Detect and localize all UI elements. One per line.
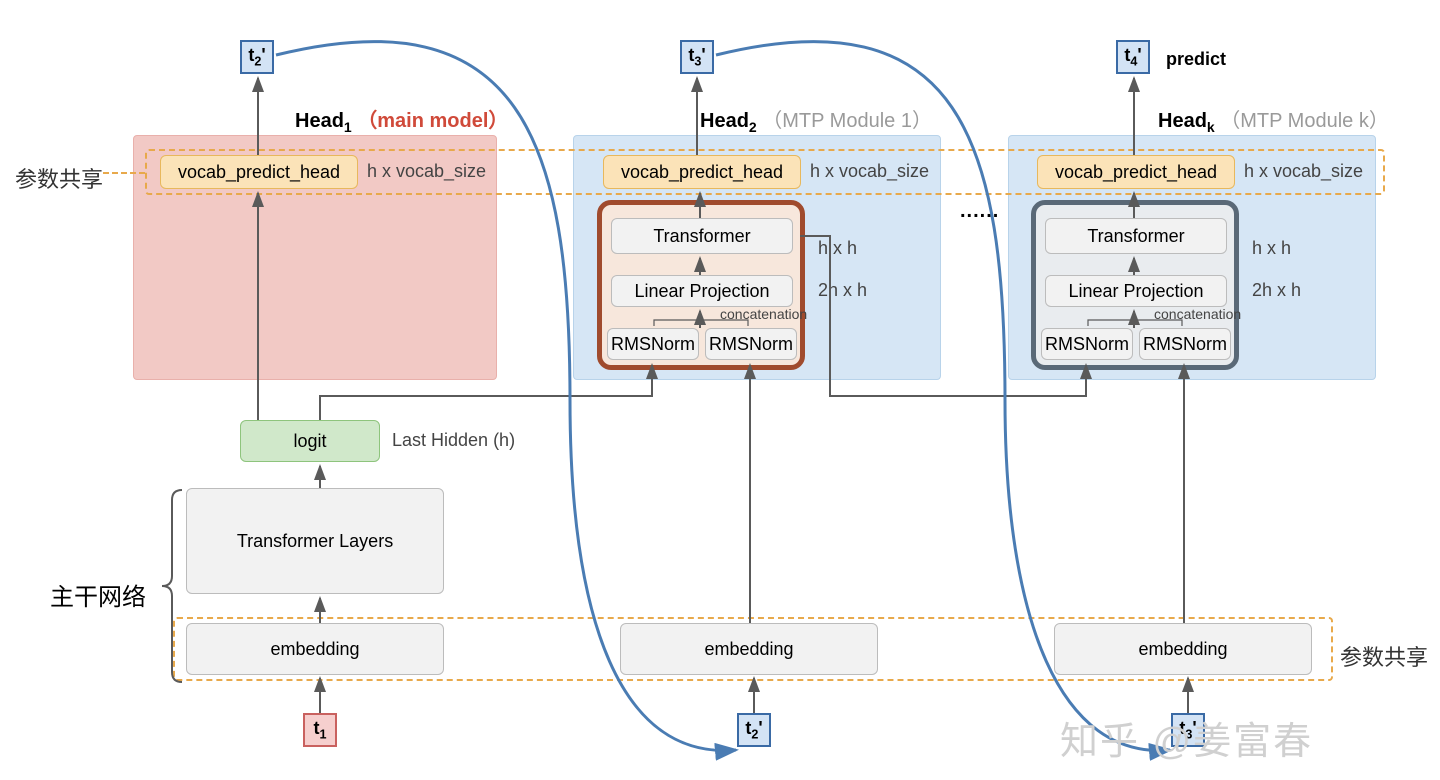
embedding-1: embedding	[186, 623, 444, 675]
token-t2p-bot: t2'	[737, 713, 771, 747]
transformer-2-dim: h x h	[818, 238, 857, 259]
token-t2p-top: t2'	[240, 40, 274, 74]
vph-2-dim: h x vocab_size	[810, 161, 929, 182]
predict-label: predict	[1166, 49, 1226, 70]
transformer-3-dim: h x h	[1252, 238, 1291, 259]
token-t4p-top: t4'	[1116, 40, 1150, 74]
param-share-top: 参数共享	[15, 162, 103, 194]
transformer-3: Transformer	[1045, 218, 1227, 254]
token-t3p-top: t3'	[680, 40, 714, 74]
logit-box: logit	[240, 420, 380, 462]
vph-3-dim: h x vocab_size	[1244, 161, 1363, 182]
transformer-2: Transformer	[611, 218, 793, 254]
param-share-bot: 参数共享	[1340, 640, 1428, 672]
linproj-2: Linear Projection	[611, 275, 793, 307]
linproj-3-dim: 2h x h	[1252, 280, 1301, 301]
headk-title: Headk （MTP Module k）	[1158, 104, 1389, 135]
linproj-2-dim: 2h x h	[818, 280, 867, 301]
token-t1: t1	[303, 713, 337, 747]
vph-1: vocab_predict_head	[160, 155, 358, 189]
embedding-3: embedding	[1054, 623, 1312, 675]
head1-title: Head1 （main model）	[295, 104, 508, 135]
vph-1-dim: h x vocab_size	[367, 161, 486, 182]
backbone-label: 主干网络	[50, 577, 146, 612]
logit-note: Last Hidden (h)	[392, 430, 515, 451]
vph-3: vocab_predict_head	[1037, 155, 1235, 189]
rms-2b: RMSNorm	[705, 328, 797, 360]
rms-3b: RMSNorm	[1139, 328, 1231, 360]
head2-title: Head2 （MTP Module 1）	[700, 104, 932, 135]
embedding-2: embedding	[620, 623, 878, 675]
vph-2: vocab_predict_head	[603, 155, 801, 189]
dots: ......	[960, 200, 999, 223]
concat-2: concatenation	[720, 306, 807, 322]
rms-3a: RMSNorm	[1041, 328, 1133, 360]
watermark: 知乎 @姜富春	[1060, 710, 1313, 765]
tlayers-box: Transformer Layers	[186, 488, 444, 594]
param-dash-left	[103, 172, 145, 174]
concat-3: concatenation	[1154, 306, 1241, 322]
rms-2a: RMSNorm	[607, 328, 699, 360]
linproj-3: Linear Projection	[1045, 275, 1227, 307]
